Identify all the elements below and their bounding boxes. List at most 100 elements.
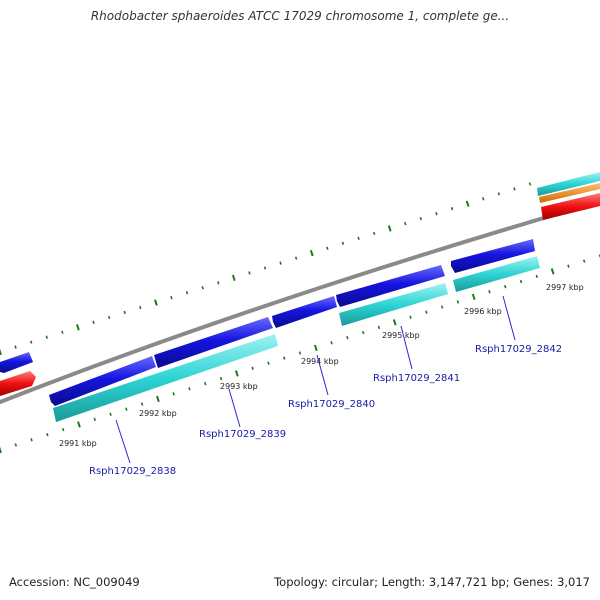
tick-major [234,370,239,377]
tick-minor [513,187,516,191]
tick-major [550,268,555,275]
tick-minor [482,197,485,201]
gene-label-2840[interactable]: Rsph17029_2840 [288,399,375,410]
gene-bar-right[interactable] [537,172,600,196]
tick-minor [425,310,428,314]
red-feature-left[interactable] [0,371,36,396]
tick-minor [185,291,189,295]
leader-2839 [228,388,241,428]
tick-major [387,225,392,232]
tick-minor [330,341,333,345]
tick-major [465,200,470,207]
tick-minor [204,381,207,386]
gene-bar-2840-2841[interactable] [339,283,448,326]
tick-major [76,324,80,331]
leader-2841 [400,325,413,370]
tick-minor [419,216,423,221]
tick-minor [123,310,126,315]
tick-ring-outer [0,182,532,356]
tick-minor [125,407,128,411]
tick-label: 2992 kbp [139,409,177,418]
chromosome-backbone [0,199,600,405]
tick-minor [92,320,95,325]
tick-minor [45,335,48,339]
red-feature-right[interactable] [541,193,600,220]
tick-minor [497,192,501,196]
tick-minor [251,366,254,370]
leader-2838 [115,419,131,464]
tick-minor [172,392,175,396]
gene-bar-2842[interactable] [453,256,540,292]
leader-2840 [316,354,329,396]
tick-ring-inner [0,254,600,454]
tick-major [154,299,158,306]
tick-minor [440,305,444,309]
tick-major [0,348,2,356]
tick-minor [140,402,144,406]
gene-bar-2838[interactable] [53,334,278,422]
tick-minor [14,345,17,349]
tick-label: 2991 kbp [59,439,97,448]
tick-minor [488,290,491,294]
leader-2842 [502,295,516,341]
tick-minor [61,427,65,432]
accession-label: Accession: NC_009049 [9,575,140,589]
gene-label-2838[interactable]: Rsph17029_2838 [89,466,176,477]
tick-major [77,421,81,428]
tick-minor [139,305,142,310]
cds-arrow-left[interactable] [0,352,33,373]
tick-major [156,395,160,403]
tick-label: 2995 kbp [382,331,420,340]
tick-major [0,446,2,454]
tick-minor [279,261,282,265]
tick-minor [582,259,586,263]
tick-major [231,274,236,282]
tick-label: 2993 kbp [220,382,258,391]
tick-minor [435,211,438,216]
genome-summary: Topology: circular; Length: 3,147,721 bp… [274,575,590,589]
tick-minor [409,315,412,319]
cds-arrow-2838[interactable] [49,356,156,406]
tick-major [392,319,397,326]
tick-minor [29,340,33,344]
tick-minor [263,266,267,270]
tick-minor [61,330,64,334]
gene-label-2839[interactable]: Rsph17029_2839 [199,429,286,440]
tick-label: 2997 kbp [546,283,584,292]
tick-minor [361,330,365,335]
tick-minor [326,246,329,250]
tick-minor [298,351,302,355]
cds-track [49,239,535,406]
cds-arrow-2840[interactable] [272,296,337,328]
tick-minor [93,417,96,422]
tick-minor [528,182,532,186]
cds-arrow-2842[interactable] [451,239,535,273]
label-leaders [115,295,516,464]
tick-major [313,344,318,352]
tick-minor [346,336,349,340]
orange-feature-right[interactable] [539,183,600,203]
tick-minor [450,207,454,211]
tick-minor [30,438,33,442]
gene-labels: Rsph17029_2838 Rsph17029_2839 Rsph17029_… [89,344,562,477]
gene-track [53,256,540,422]
kbp-labels: 2991 kbp 2992 kbp 2993 kbp 2994 kbp 2995… [59,283,584,448]
cds-arrow-2839[interactable] [154,317,273,368]
feature-left-edge[interactable] [0,352,36,396]
feature-right-edge[interactable] [537,172,600,220]
tick-minor [109,412,112,416]
gene-label-2842[interactable]: Rsph17029_2842 [475,344,562,355]
tick-minor [107,315,111,320]
tick-minor [248,271,251,275]
tick-minor [377,325,381,330]
gene-label-2841[interactable]: Rsph17029_2841 [373,373,460,384]
tick-minor [341,241,345,245]
tick-minor [519,279,523,284]
tick-label: 2994 kbp [301,357,339,366]
tick-minor [267,361,270,365]
cds-arrow-2841[interactable] [336,265,445,307]
tick-minor [46,433,49,437]
tick-minor [282,356,286,360]
tick-minor [217,281,220,285]
